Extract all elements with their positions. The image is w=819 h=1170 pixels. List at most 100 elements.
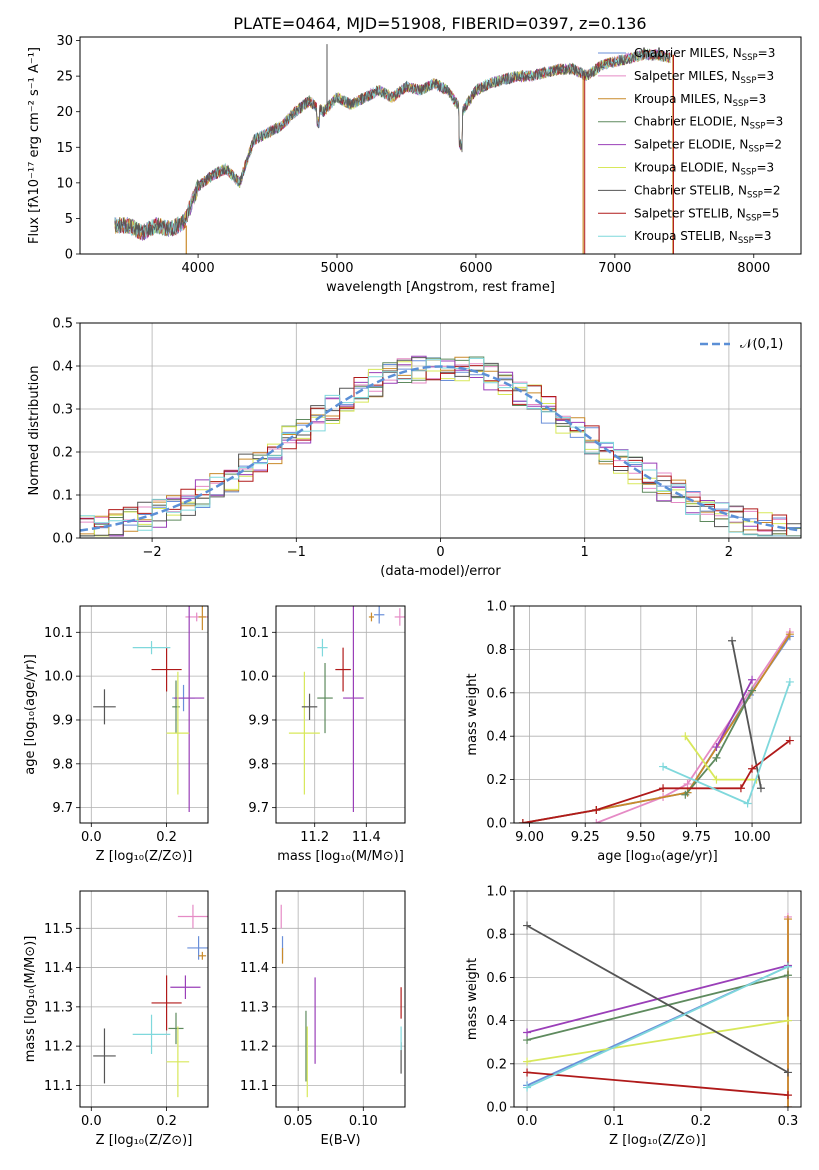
massweight-vs-Z-frame (513, 890, 802, 1108)
series-line (114, 49, 671, 238)
y-tick-label: 10.0 (44, 670, 73, 685)
x-axis-label: (data-model)/error (380, 564, 501, 579)
y-tick-label: 10.1 (240, 626, 269, 641)
normal-reference-curve (80, 365, 801, 532)
data-point (683, 779, 692, 788)
series-line (114, 49, 671, 240)
errorbar-point (166, 671, 190, 795)
data-point (748, 675, 757, 684)
data-point (523, 921, 532, 930)
errorbar-point (317, 638, 328, 657)
histogram-steps (80, 355, 801, 537)
massweight-vs-age-lines (518, 628, 794, 823)
legend-entry: Kroupa MILES, NSSP=3 (634, 92, 766, 109)
y-tick-label: 0.2 (486, 773, 507, 788)
y-axis-label: age [log₁₀(age/yr)] (23, 654, 38, 775)
massweight-vs-Z-axes: 0.0 0.1 0.2 0.3 0.0 0.2 0.4 0.6 0.8 1.0 Z [log₁₀(Z… (465, 885, 801, 1148)
data-point (783, 915, 792, 924)
x-tick-label: 0.2 (156, 1114, 177, 1129)
mass-vs-Z-frame (79, 890, 209, 1108)
x-tick-label: 0.2 (156, 830, 177, 845)
data-point (659, 762, 668, 771)
y-tick-label: 11.5 (44, 922, 73, 937)
x-axis-label: Z [log₁₀(Z/Z⊙)] (96, 849, 193, 864)
data-point (659, 784, 668, 793)
legend-entry: Chabrier STELIB, NSSP=2 (634, 183, 781, 200)
spectrum-axes: 4000 5000 6000 7000 8000 0 5 10 15 20 25 30 waveleng… (27, 34, 770, 295)
data-point (785, 736, 794, 745)
x-tick-label: 9.50 (626, 830, 655, 845)
data-point (712, 743, 721, 752)
y-tick-label: 1.0 (486, 600, 507, 615)
y-tick-label: 0.2 (486, 1057, 507, 1072)
series-line (526, 924, 789, 1074)
y-tick-label: 0.8 (486, 643, 507, 658)
y-tick-label: 15 (56, 141, 73, 156)
x-tick-label: 5000 (320, 261, 353, 276)
data-point (523, 1036, 532, 1045)
data-point (783, 962, 792, 971)
series-line (715, 679, 753, 748)
x-tick-label: 9.00 (515, 830, 544, 845)
errorbar-point (335, 647, 351, 692)
x-tick-label: 10.00 (733, 830, 770, 845)
x-tick-label: 9.25 (571, 830, 600, 845)
data-point (748, 764, 757, 773)
legend-entry: Chabrier MILES, NSSP=3 (634, 46, 775, 63)
y-tick-label: 10 (56, 176, 73, 191)
series-line (526, 1019, 789, 1063)
x-tick-label: 7000 (598, 261, 631, 276)
spectrum-legend: Chabrier MILES, NSSP=3 Salpeter MILES, NS… (598, 46, 783, 246)
mass-vs-EBV-axes: 0.05 0.10 11.1 11.2 11.3 11.4 11.5 E(B-V) (240, 891, 405, 1148)
data-point (785, 630, 794, 639)
errorbar-point (288, 671, 320, 795)
y-tick-label: 0 (65, 248, 73, 263)
y-tick-label: 0.8 (486, 928, 507, 943)
y-tick-label: 11.1 (240, 1079, 269, 1094)
data-point (523, 1083, 532, 1092)
series-line (595, 631, 791, 823)
errorbar-point (187, 936, 208, 960)
series-line (662, 681, 791, 805)
y-axis-label: Flux [fλ10⁻¹⁷ erg cm⁻² s⁻¹ A⁻¹] (27, 47, 42, 244)
errorbar-point (343, 606, 364, 813)
age-vs-mass-points (288, 606, 405, 813)
y-tick-label: 0.0 (52, 532, 73, 547)
data-point (785, 677, 794, 686)
mass-vs-Z-axes: 0.0 0.2 11.1 11.2 11.3 11.4 11.5 Z [log₁₀(Z/Z⊙)… (23, 891, 208, 1148)
series-line (684, 735, 757, 781)
legend-entry: Kroupa STELIB, NSSP=3 (634, 229, 772, 246)
errorbar-point (93, 1028, 116, 1084)
data-point (523, 1057, 532, 1066)
mass-vs-EBV-points (280, 904, 402, 1098)
age-vs-mass-axes: 11.2 11.4 9.7 9.8 9.9 10.0 10.1 mass [log₁₀(M/M… (240, 606, 405, 864)
errorbar-point (170, 975, 201, 999)
x-tick-label: 1 (581, 545, 589, 560)
x-tick-label: 2 (725, 545, 733, 560)
massweight-vs-Z-lines (523, 912, 792, 1107)
mass-vs-EBV-frame (275, 890, 406, 1108)
y-tick-label: 11.5 (240, 922, 269, 937)
y-tick-label: 25 (56, 70, 73, 85)
data-point (712, 753, 721, 762)
y-tick-label: 0.6 (486, 971, 507, 986)
x-tick-label: 0.1 (604, 1114, 625, 1129)
legend-entry: Chabrier ELODIE, NSSP=3 (634, 115, 783, 132)
x-axis-label: age [log₁₀(age/yr)] (597, 849, 718, 864)
y-tick-label: 9.8 (52, 757, 73, 772)
mass-vs-Z-points (93, 904, 208, 1098)
data-point (523, 1068, 532, 1077)
age-vs-Z-frame (79, 605, 209, 824)
x-tick-label: 0.3 (778, 1114, 799, 1129)
age-vs-Z-points (93, 606, 208, 813)
x-tick-label: −1 (287, 545, 306, 560)
data-point (518, 819, 527, 823)
data-point (748, 686, 757, 695)
y-tick-label: 9.7 (248, 801, 269, 816)
y-axis-label: mass weight (465, 958, 480, 1040)
y-tick-label: 5 (65, 212, 73, 227)
x-tick-label: 11.2 (300, 830, 329, 845)
y-tick-label: 9.9 (248, 713, 269, 728)
errorbar-point (174, 606, 205, 813)
